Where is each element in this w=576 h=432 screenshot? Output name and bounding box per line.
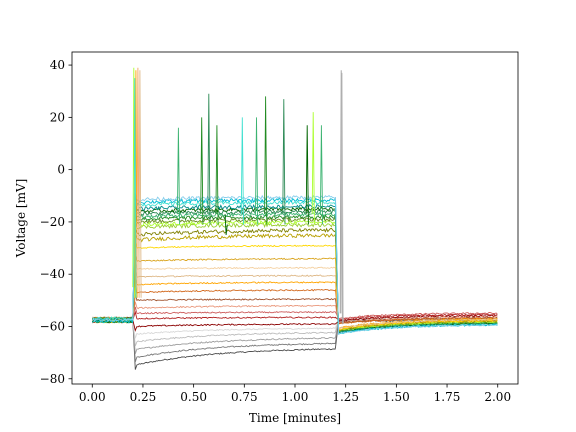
y-tick-label: −20 (40, 215, 65, 229)
voltage-trace (92, 310, 498, 324)
x-tick-label: 1.25 (332, 390, 359, 404)
y-tick-label: 20 (50, 110, 65, 124)
onset-spike (136, 67, 140, 298)
x-tick-label: 0.50 (180, 390, 207, 404)
y-tick-label: −40 (40, 267, 65, 281)
x-axis-title: Time [minutes] (249, 411, 341, 425)
action-potential-spike (282, 99, 286, 225)
voltage-trace (91, 204, 498, 334)
x-tick-label: 2.00 (484, 390, 511, 404)
y-tick-label: 0 (57, 163, 65, 177)
voltage-trace (92, 241, 498, 331)
x-tick-label: 0.25 (130, 390, 157, 404)
y-tick-label: 40 (50, 58, 65, 72)
rebound-spike (339, 70, 343, 324)
action-potential-spike (207, 93, 211, 225)
action-potential-spike (305, 125, 309, 225)
onset-spike (133, 78, 137, 298)
voltage-trace (91, 270, 498, 330)
voltage-trace (92, 301, 498, 324)
voltage-trace (91, 227, 498, 333)
y-tick-label: −80 (40, 372, 65, 386)
voltage-trace (91, 277, 498, 329)
x-tick-label: 1.00 (282, 390, 309, 404)
action-potential-spike (240, 117, 244, 225)
voltage-trace (92, 285, 498, 325)
voltage-trace (92, 306, 498, 322)
x-tick-label: 1.50 (383, 390, 410, 404)
voltage-trace (92, 212, 498, 334)
x-axis: 0.00 0.25 0.50 0.75 1.00 1.25 1.50 1.75 2.00 (79, 384, 511, 404)
y-tick-label: −60 (40, 319, 65, 333)
trace-group (91, 67, 498, 370)
onset-spike (138, 70, 142, 298)
action-potential-spike (311, 112, 315, 225)
action-potential-spike (264, 96, 268, 225)
rebound-spike (340, 72, 344, 324)
action-potential-spike (319, 125, 324, 225)
onset-spike (132, 67, 136, 298)
voltage-trace (91, 193, 498, 335)
action-potential-spike (224, 214, 228, 236)
action-potential-spike (215, 125, 219, 225)
x-tick-label: 0.00 (79, 390, 106, 404)
x-tick-label: 0.75 (231, 390, 258, 404)
voltage-trace (92, 293, 498, 324)
x-tick-label: 1.75 (434, 390, 461, 404)
action-potential-spike (200, 117, 204, 225)
y-axis: −80 −60 −40 −20 0 20 40 (40, 58, 72, 386)
action-potential-spike (176, 127, 181, 225)
action-potential-spike (255, 117, 259, 225)
y-axis-title: Voltage [mV] (14, 179, 28, 259)
